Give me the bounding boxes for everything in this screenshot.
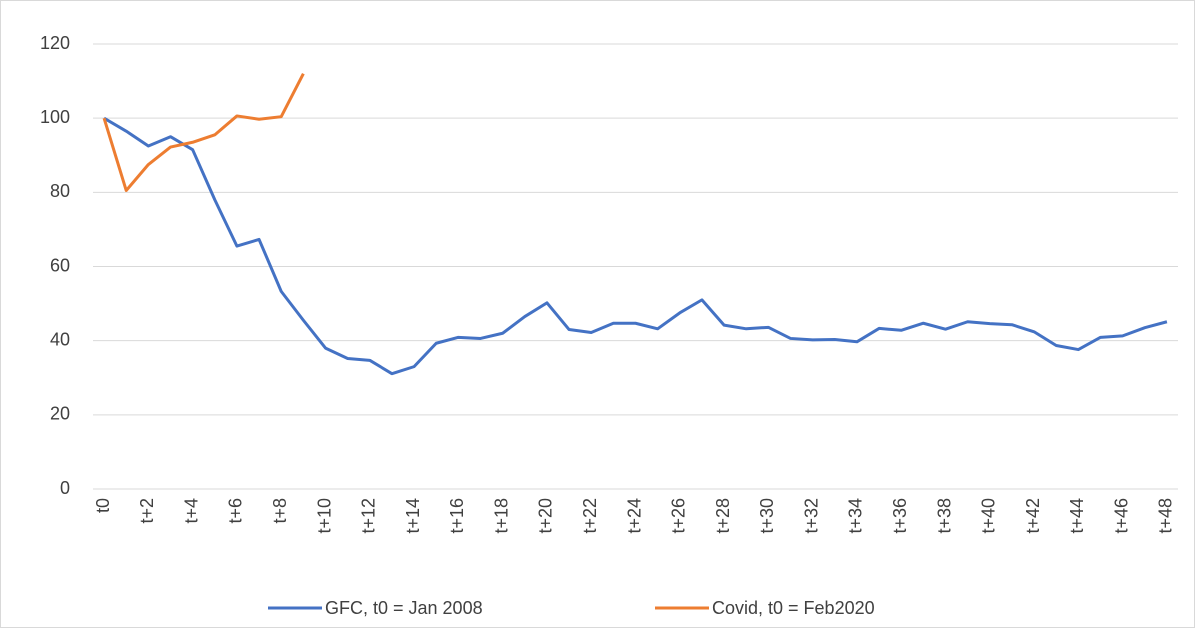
x-tick-label: t+2 [137,498,157,524]
x-tick-label: t+14 [403,498,423,534]
x-tick-label: t+26 [669,498,689,534]
y-tick-label: 80 [50,181,70,201]
line-series [103,116,1168,376]
x-tick-label: t+44 [1067,498,1087,534]
x-tick-label: t+40 [979,498,999,534]
line-series [102,72,305,192]
y-tick-label: 120 [40,33,70,53]
x-tick-label: t+36 [890,498,910,534]
x-tick-label: t0 [93,498,113,513]
y-tick-label: 60 [50,255,70,275]
x-tick-label: t+12 [359,498,379,534]
y-tick-label: 20 [50,404,70,424]
y-tick-label: 40 [50,329,70,349]
x-tick-label: t+16 [447,498,467,534]
x-tick-label: t+6 [226,498,246,524]
x-tick-label: t+20 [536,498,556,534]
x-tick-label: t+28 [713,498,733,534]
x-tick-label: t+30 [757,498,777,534]
x-tick-label: t+46 [1111,498,1131,534]
y-tick-label: 100 [40,107,70,127]
x-tick-label: t+10 [314,498,334,534]
legend-label: GFC, t0 = Jan 2008 [325,598,483,618]
legend-label: Covid, t0 = Feb2020 [712,598,875,618]
x-tick-label: t+42 [1023,498,1043,534]
x-tick-label: t+32 [801,498,821,534]
y-tick-label: 0 [60,478,70,498]
x-tick-label: t+18 [491,498,511,534]
x-tick-label: t+38 [934,498,954,534]
x-tick-label: t+48 [1156,498,1176,534]
x-tick-label: t+22 [580,498,600,534]
x-tick-label: t+4 [181,498,201,524]
x-tick-label: t+34 [846,498,866,534]
x-tick-label: t+8 [270,498,290,524]
x-tick-label: t+24 [624,498,644,534]
